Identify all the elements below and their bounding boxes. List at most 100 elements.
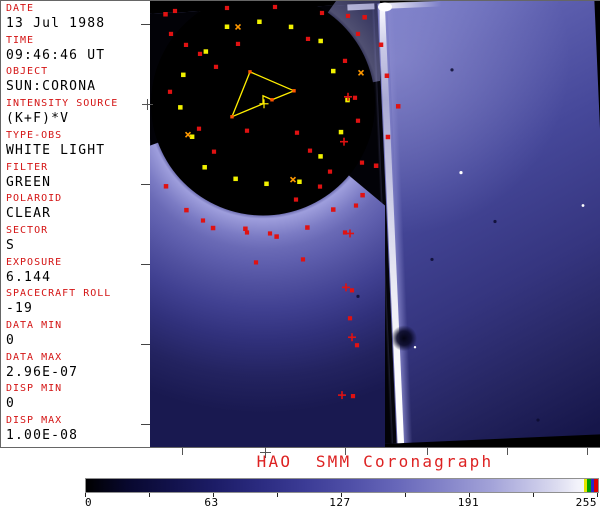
fiducial-plus <box>338 391 346 400</box>
fiducial-dot <box>319 10 325 16</box>
inner-yellow-ring-dot <box>288 24 294 30</box>
sidebar-field-label: FILTER <box>6 161 49 173</box>
fiducial-plus <box>340 137 348 146</box>
dust-blob <box>391 325 417 352</box>
inner-yellow-ring-dot <box>338 129 344 135</box>
axis-tick <box>427 448 428 455</box>
cross-bar <box>265 447 266 458</box>
colorbar-tick <box>213 493 214 497</box>
inner-yellow-ring-dot <box>318 38 323 44</box>
fiducial-x <box>289 176 297 183</box>
fiducial-dot <box>168 31 174 37</box>
axis-tick <box>182 448 183 455</box>
sidebar-field: FILTER GREEN <box>6 161 148 190</box>
sidebar-field: OBJECT SUN:CORONA <box>6 66 148 94</box>
sidebar-field-label: TIME <box>6 34 35 46</box>
outer-red-ring-dot <box>385 134 391 140</box>
sidebar-field: TIME 09:46:46 UT <box>6 34 148 62</box>
inner-yellow-ring-dot <box>233 176 238 182</box>
sidebar-field-value: WHITE LIGHT <box>6 142 106 158</box>
fiducial-dot <box>355 118 361 123</box>
fiducial-dot <box>196 126 202 131</box>
fiducial-dot <box>183 42 189 47</box>
colorbar-tick <box>533 493 534 497</box>
sidebar-field: POLAROID CLEAR <box>6 194 148 222</box>
sidebar-field-value: GREEN <box>6 174 52 190</box>
colorbar-tick-label: 63 <box>204 496 219 509</box>
image-features <box>356 68 585 422</box>
fiducial-dot <box>211 149 217 154</box>
polygon-vertex <box>292 89 296 93</box>
fiducial-dot <box>224 5 230 11</box>
axis-cross-mark <box>260 447 271 458</box>
fiducial-plus <box>344 92 352 101</box>
fiducial-dot <box>197 51 203 56</box>
sidebar-field: INTENSITY SOURCE (K+F)*V <box>6 99 148 126</box>
viewer-title: HAO SMM Coronagraph <box>256 452 494 471</box>
sidebar-field: EXPOSURE 6.144 <box>6 257 148 284</box>
fiducial-plus-bar <box>345 283 347 292</box>
fiducial-x-bar <box>289 176 297 183</box>
sidebar-field: DATE 13 Jul 1988 <box>6 4 148 31</box>
fiducial-x-bar <box>184 131 192 138</box>
fiducial-dot <box>305 36 311 42</box>
pylon-top-flare <box>378 2 392 12</box>
sidebar-field: SPACECRAFT ROLL -19 <box>6 289 148 317</box>
polygon-vertex <box>270 98 274 102</box>
outer-red-ring-dot <box>163 184 169 189</box>
axis-tick <box>141 264 150 265</box>
fiducial-dot <box>272 4 278 10</box>
fiducial-dot <box>349 288 355 293</box>
fiducial-dot <box>353 203 359 208</box>
fiducial-dot <box>244 128 250 133</box>
sidebar-field: SECTOR S <box>6 225 148 252</box>
inner-yellow-ring-dot <box>224 24 230 29</box>
fiducial-dot <box>342 230 348 235</box>
outer-red-ring-dot <box>395 104 401 109</box>
sun-center-cross <box>259 99 269 109</box>
fiducial-dot <box>307 148 313 153</box>
fiducial-plus-bar <box>347 92 349 101</box>
star-speck <box>459 171 463 175</box>
axis-tick <box>507 448 508 455</box>
dark-speck <box>493 219 497 224</box>
outer-red-ring-dot <box>362 15 367 20</box>
polygon-vertex <box>248 70 252 74</box>
outer-red-ring-dot <box>243 226 248 232</box>
fiducial-x <box>234 23 242 30</box>
axis-tick <box>141 184 150 185</box>
image-canvas[interactable] <box>150 1 600 447</box>
sidebar-field-value: CLEAR <box>6 206 52 222</box>
sidebar-field-value: -19 <box>6 301 34 317</box>
sidebar-field-value: 13 Jul 1988 <box>6 16 106 31</box>
sidebar-field-value: 0 <box>6 333 16 348</box>
axis-tick <box>141 24 150 25</box>
sidebar-field-label: DATA MAX <box>6 351 63 363</box>
colorbar-end-stripe <box>583 479 587 492</box>
dark-speck <box>536 418 540 422</box>
fiducial-dot <box>355 31 361 37</box>
axis-tick <box>345 448 346 455</box>
fiducial-dot <box>359 160 365 165</box>
outer-red-ring-dot <box>360 192 365 198</box>
sidebar: DATE 13 Jul 1988 TIME 09:46:46 UT OBJECT SUN:… <box>1 1 150 447</box>
sidebar-field-label: OBJECT <box>6 66 49 78</box>
inner-yellow-ring-dot <box>331 68 336 74</box>
inner-yellow-ring-dot <box>318 154 323 159</box>
sidebar-field-label: TYPE-OBS <box>6 129 63 141</box>
fiducial-plus-bar <box>343 137 345 146</box>
occulter-disk <box>151 1 375 216</box>
sidebar-field-value: 0 <box>6 396 16 412</box>
sidebar-field-value: 2.96E-07 <box>6 364 79 380</box>
image-area <box>150 1 600 447</box>
sidebar-field-label: DATA MIN <box>6 320 63 331</box>
colorbar-tick <box>405 493 406 497</box>
inner-yellow-ring-dot <box>202 165 207 170</box>
sidebar-field: TYPE-OBS WHITE LIGHT <box>6 129 148 158</box>
outer-red-ring-dot <box>384 73 390 78</box>
fiducial-dot <box>244 230 250 235</box>
inner-yellow-ring-dot <box>264 181 269 187</box>
fiducial-dot <box>327 169 333 174</box>
fiducial-plus <box>348 333 356 342</box>
fiducial-dot <box>352 95 358 100</box>
